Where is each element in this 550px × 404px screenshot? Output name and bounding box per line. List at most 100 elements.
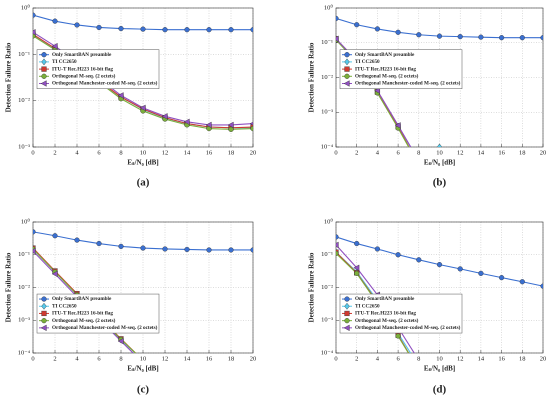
x-tick-label: 20: [250, 355, 257, 362]
marker: [354, 22, 360, 28]
marker: [344, 66, 350, 72]
x-tick-label: 14: [184, 149, 191, 156]
x-axis-label: Eₛ/N₀ [dB]: [424, 365, 455, 373]
x-tick-label: 18: [228, 149, 235, 156]
marker: [205, 121, 212, 129]
x-tick-label: 16: [498, 355, 505, 362]
marker: [74, 22, 80, 28]
y-tick-label: 10⁰: [21, 3, 31, 11]
marker: [41, 58, 47, 66]
y-tick-label: 10⁻¹: [321, 251, 333, 258]
marker: [416, 257, 422, 263]
marker: [344, 296, 350, 302]
marker: [184, 246, 190, 253]
y-tick-label: 10⁻²: [321, 284, 333, 291]
marker: [344, 318, 350, 324]
x-tick-label: 18: [228, 355, 235, 362]
marker: [343, 80, 350, 87]
x-tick-label: 2: [53, 149, 56, 156]
y-tick-label: 10⁻⁴: [321, 349, 334, 356]
marker: [395, 252, 401, 258]
marker: [41, 66, 47, 72]
x-tick-label: 0: [334, 355, 337, 362]
y-tick-label: 10⁻³: [321, 317, 333, 324]
x-tick-label: 16: [206, 355, 213, 362]
legend-label: ITU-T Rec.H223 16-bit flag: [52, 311, 113, 317]
y-tick-label: 10⁻¹: [18, 251, 30, 258]
legend-label: Orthogonal M-seq. (2 octets): [355, 317, 419, 324]
legend-label: ITU-T Rec.H223 16-bit flag: [355, 66, 416, 72]
x-tick-label: 6: [396, 149, 400, 156]
legend-label: TI CC2650: [355, 303, 380, 309]
marker: [139, 104, 146, 112]
marker: [52, 18, 58, 24]
marker: [374, 87, 380, 94]
marker: [118, 25, 124, 32]
x-tick-label: 6: [396, 355, 400, 362]
marker: [227, 121, 234, 129]
y-axis-label: Detection Failure Ratio: [5, 252, 13, 322]
marker: [416, 163, 421, 168]
marker: [33, 247, 36, 255]
legend-label: ITU-T Rec.H223 16-bit flag: [355, 311, 416, 317]
legend-label: Orthogonal Manchester-coded M-seq. (2 oc…: [52, 80, 158, 87]
x-tick-label: 12: [457, 355, 464, 362]
y-tick-label: 10⁻⁴: [18, 349, 31, 356]
y-tick-label: 10⁰: [324, 217, 334, 225]
marker: [540, 283, 543, 289]
marker: [336, 35, 339, 43]
marker: [41, 310, 47, 317]
x-tick-label: 6: [97, 355, 101, 362]
marker: [354, 270, 360, 276]
marker: [250, 27, 253, 33]
x-tick-label: 20: [250, 149, 257, 156]
x-tick-label: 0: [31, 149, 34, 156]
marker: [117, 92, 124, 99]
y-tick-label: 10⁰: [21, 217, 31, 225]
marker: [336, 250, 339, 256]
x-tick-label: 4: [75, 149, 79, 156]
x-tick-label: 6: [97, 149, 101, 156]
y-axis-label: Detection Failure Ratio: [5, 42, 13, 112]
legend-label: TI CC2650: [52, 303, 77, 309]
marker: [228, 247, 234, 253]
x-tick-label: 16: [206, 149, 213, 156]
y-tick-label: 10⁻²: [321, 74, 333, 81]
y-tick-label: 10⁻³: [18, 143, 30, 150]
marker: [336, 241, 339, 249]
marker: [344, 302, 350, 310]
marker: [183, 118, 190, 126]
y-tick-label: 10⁻²: [18, 284, 30, 291]
chart-panel: 10⁰ 10⁻¹ 10⁻² 10⁻³ 10⁻⁴0 2 4 6 8 10 12 14 16 18 20 Eₛ/N…: [308, 217, 547, 395]
marker: [228, 126, 234, 132]
y-tick-label: 10⁻⁴: [321, 143, 334, 150]
legend-label: Orthogonal Manchester-coded M-seq. (2 oc…: [355, 324, 461, 331]
marker: [395, 29, 401, 35]
marker: [374, 246, 381, 252]
legend-box: [339, 293, 463, 334]
x-tick-label: 10: [436, 355, 443, 362]
x-tick-label: 8: [119, 355, 122, 362]
x-tick-label: 4: [75, 355, 79, 362]
marker: [499, 275, 505, 281]
y-tick-label: 10⁻¹: [18, 51, 30, 58]
marker: [206, 27, 212, 33]
legend-box: [36, 293, 160, 334]
y-tick-label: 10⁻³: [321, 109, 333, 116]
legend-label: Only SmartBAN preamble: [52, 52, 112, 58]
x-tick-label: 14: [478, 355, 485, 362]
marker: [96, 24, 102, 31]
x-tick-label: 12: [457, 149, 464, 156]
marker: [249, 121, 253, 126]
marker: [436, 143, 443, 147]
chart-panel: 10⁰ 10⁻¹ 10⁻² 10⁻³ 10⁻⁴0 2 4 6 8 10 12 14 16 18 20 Eₛ/N…: [5, 217, 257, 395]
marker: [184, 27, 190, 33]
marker: [41, 318, 47, 324]
marker: [250, 125, 253, 132]
x-tick-label: 14: [184, 355, 191, 362]
legend-box: [339, 49, 463, 89]
marker: [478, 270, 484, 276]
marker: [416, 32, 422, 38]
